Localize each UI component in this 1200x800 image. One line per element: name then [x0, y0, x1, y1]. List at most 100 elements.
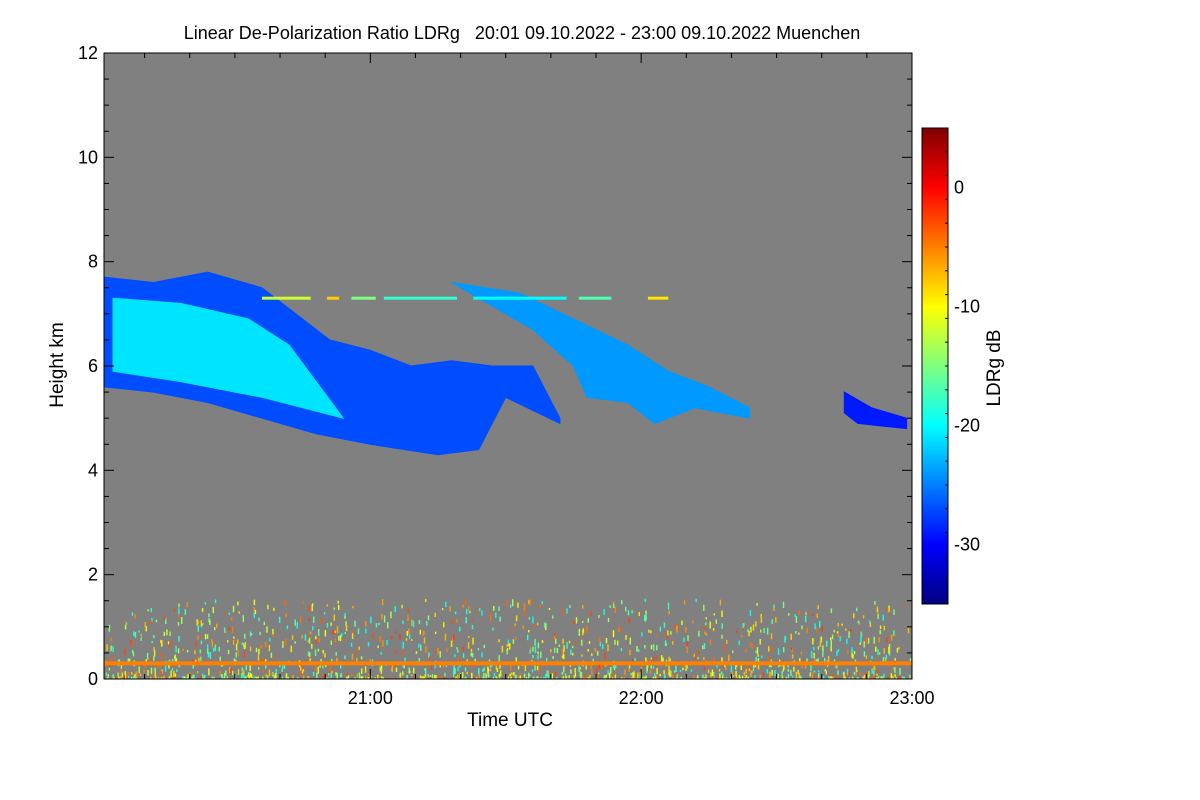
- noise-speck: [888, 605, 890, 613]
- noise-speck: [618, 627, 620, 633]
- noise-speck: [721, 634, 723, 639]
- noise-speck: [247, 674, 249, 678]
- noise-speck: [885, 655, 887, 660]
- noise-speck: [568, 675, 570, 679]
- noise-speck: [413, 676, 416, 679]
- noise-speck: [405, 638, 408, 641]
- noise-speck: [787, 674, 790, 679]
- noise-speck: [705, 622, 707, 626]
- noise-speck: [425, 676, 427, 679]
- noise-speck: [200, 640, 203, 645]
- noise-speck: [739, 676, 742, 679]
- noise-speck: [569, 605, 571, 609]
- noise-speck: [404, 657, 406, 665]
- noise-speck: [687, 635, 689, 641]
- noise-speck: [340, 633, 343, 638]
- noise-speck: [301, 665, 303, 672]
- noise-speck: [752, 668, 755, 672]
- noise-speck: [182, 676, 184, 679]
- noise-speck: [788, 613, 790, 616]
- noise-speck: [680, 676, 682, 679]
- noise-speck: [517, 665, 520, 670]
- noise-speck: [883, 625, 885, 631]
- noise-speck: [721, 610, 723, 618]
- noise-speck: [865, 674, 867, 677]
- noise-speck: [879, 625, 882, 629]
- noise-speck: [406, 631, 408, 636]
- noise-speck: [375, 623, 378, 628]
- noise-speck: [254, 676, 256, 679]
- noise-speck: [656, 634, 658, 637]
- noise-speck: [604, 653, 606, 660]
- noise-speck: [751, 644, 753, 649]
- noise-speck: [763, 628, 765, 633]
- noise-speck: [749, 642, 752, 647]
- noise-speck: [726, 640, 728, 644]
- noise-speck: [703, 666, 706, 671]
- noise-speck: [344, 632, 346, 635]
- noise-speck: [890, 673, 892, 679]
- noise-speck: [377, 645, 379, 649]
- noise-speck: [837, 670, 839, 675]
- noise-speck: [874, 601, 876, 605]
- noise-speck: [745, 674, 747, 679]
- noise-speck: [828, 676, 830, 679]
- noise-speck: [578, 631, 580, 634]
- noise-speck: [909, 674, 911, 679]
- y-tick-label: 10: [78, 147, 98, 167]
- noise-speck: [130, 639, 132, 645]
- noise-speck: [110, 637, 113, 642]
- noise-speck: [833, 659, 836, 662]
- noise-speck: [134, 632, 137, 638]
- noise-speck: [105, 672, 108, 676]
- noise-speck: [358, 672, 361, 678]
- noise-speck: [208, 613, 210, 618]
- noise-speck: [269, 637, 271, 642]
- noise-speck: [434, 651, 437, 654]
- noise-speck: [372, 634, 374, 639]
- noise-speck: [274, 673, 277, 679]
- noise-speck: [489, 614, 492, 622]
- noise-speck: [898, 646, 900, 650]
- noise-speck: [154, 667, 156, 672]
- noise-speck: [107, 676, 109, 679]
- noise-speck: [152, 677, 154, 679]
- noise-speck: [429, 677, 431, 679]
- noise-speck: [528, 616, 531, 620]
- noise-speck: [670, 670, 672, 678]
- noise-speck: [382, 640, 384, 647]
- noise-speck: [391, 665, 394, 673]
- noise-speck: [837, 632, 839, 637]
- noise-speck: [806, 658, 808, 663]
- noise-speck: [894, 674, 896, 677]
- noise-speck: [350, 642, 353, 647]
- noise-speck: [761, 655, 763, 659]
- noise-speck: [223, 676, 225, 679]
- noise-speck: [495, 676, 497, 679]
- noise-speck: [728, 654, 730, 661]
- noise-speck: [771, 646, 773, 653]
- noise-speck: [493, 605, 495, 611]
- noise-speck: [260, 645, 263, 649]
- noise-speck: [440, 676, 442, 679]
- noise-speck: [259, 646, 262, 650]
- noise-speck: [131, 642, 134, 646]
- noise-speck: [824, 669, 826, 672]
- noise-speck: [811, 613, 814, 616]
- noise-speck: [822, 675, 825, 679]
- noise-speck: [192, 659, 194, 663]
- noise-speck: [369, 658, 371, 664]
- noise-speck: [822, 650, 824, 657]
- noise-speck: [209, 652, 211, 659]
- noise-speck: [207, 644, 209, 650]
- noise-speck: [892, 667, 895, 670]
- noise-speck: [787, 668, 790, 672]
- noise-speck: [598, 614, 600, 619]
- noise-speck: [427, 615, 430, 621]
- noise-speck: [613, 664, 615, 669]
- noise-speck: [781, 672, 783, 679]
- noise-speck: [391, 635, 393, 640]
- noise-speck: [431, 674, 434, 679]
- noise-speck: [477, 648, 480, 651]
- noise-speck: [572, 645, 574, 649]
